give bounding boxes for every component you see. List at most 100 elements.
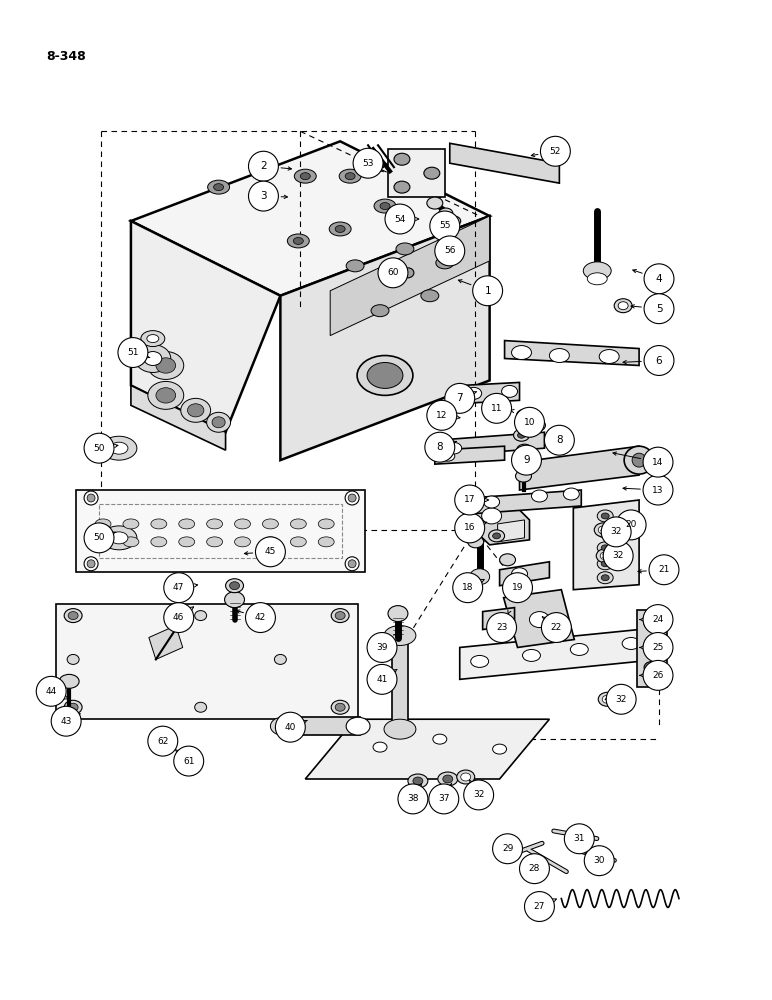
Circle shape <box>601 517 631 547</box>
Ellipse shape <box>384 719 416 739</box>
Circle shape <box>84 523 114 553</box>
Ellipse shape <box>290 537 306 547</box>
Circle shape <box>486 613 516 642</box>
Text: 26: 26 <box>652 671 664 680</box>
Circle shape <box>87 560 95 568</box>
Ellipse shape <box>632 453 646 467</box>
Circle shape <box>249 151 279 181</box>
Ellipse shape <box>262 537 279 547</box>
Circle shape <box>455 485 485 515</box>
Ellipse shape <box>402 268 414 278</box>
Circle shape <box>544 425 574 455</box>
Text: 54: 54 <box>394 215 405 224</box>
Circle shape <box>148 726 178 756</box>
Ellipse shape <box>195 611 207 621</box>
Ellipse shape <box>600 552 610 560</box>
Ellipse shape <box>59 713 79 729</box>
Ellipse shape <box>331 609 349 623</box>
Ellipse shape <box>157 732 174 746</box>
Polygon shape <box>131 385 225 450</box>
Polygon shape <box>437 432 544 456</box>
Text: 19: 19 <box>512 583 523 592</box>
Text: 25: 25 <box>652 643 664 652</box>
Ellipse shape <box>335 612 345 620</box>
Circle shape <box>643 447 673 477</box>
Circle shape <box>435 236 465 266</box>
Circle shape <box>345 557 359 571</box>
Circle shape <box>51 706 81 736</box>
Ellipse shape <box>513 429 530 441</box>
Ellipse shape <box>188 404 204 417</box>
Ellipse shape <box>622 638 640 649</box>
Ellipse shape <box>531 490 547 502</box>
Ellipse shape <box>598 526 608 534</box>
Ellipse shape <box>64 700 82 714</box>
Text: 32: 32 <box>473 790 484 799</box>
Text: 28: 28 <box>529 864 540 873</box>
Text: 30: 30 <box>594 856 605 865</box>
Ellipse shape <box>235 537 250 547</box>
Text: 46: 46 <box>173 613 185 622</box>
Ellipse shape <box>602 695 612 703</box>
Ellipse shape <box>644 618 660 630</box>
Ellipse shape <box>179 519 195 529</box>
Circle shape <box>564 824 594 854</box>
Text: 62: 62 <box>157 737 168 746</box>
Ellipse shape <box>101 436 137 460</box>
Ellipse shape <box>214 184 224 191</box>
Circle shape <box>493 834 523 864</box>
Ellipse shape <box>374 199 396 213</box>
Ellipse shape <box>345 173 355 180</box>
Polygon shape <box>637 610 667 687</box>
Text: 17: 17 <box>464 495 476 504</box>
Ellipse shape <box>421 290 438 302</box>
Circle shape <box>584 846 615 876</box>
Text: 18: 18 <box>462 583 473 592</box>
Ellipse shape <box>270 717 294 735</box>
Ellipse shape <box>648 621 656 627</box>
Polygon shape <box>469 490 581 514</box>
Ellipse shape <box>252 164 273 178</box>
Ellipse shape <box>413 777 423 785</box>
Text: 3: 3 <box>260 191 267 201</box>
Circle shape <box>367 664 397 694</box>
Ellipse shape <box>601 561 609 567</box>
Circle shape <box>452 573 482 603</box>
Polygon shape <box>330 216 489 336</box>
Polygon shape <box>450 143 560 183</box>
Circle shape <box>348 494 356 502</box>
Circle shape <box>249 181 279 211</box>
Circle shape <box>643 475 673 505</box>
Ellipse shape <box>489 530 505 542</box>
Circle shape <box>482 393 512 423</box>
Circle shape <box>643 605 673 635</box>
Ellipse shape <box>293 237 303 244</box>
Text: 55: 55 <box>439 221 451 230</box>
Text: 38: 38 <box>407 794 418 803</box>
Circle shape <box>643 660 673 690</box>
Text: 8: 8 <box>556 435 563 445</box>
Text: 32: 32 <box>612 551 624 560</box>
Text: 37: 37 <box>438 794 449 803</box>
Circle shape <box>616 510 646 540</box>
Ellipse shape <box>517 432 526 438</box>
Ellipse shape <box>491 615 505 625</box>
Ellipse shape <box>207 412 231 432</box>
Ellipse shape <box>135 345 171 372</box>
Text: 16: 16 <box>464 523 476 532</box>
Text: 60: 60 <box>388 268 398 277</box>
Ellipse shape <box>441 451 455 461</box>
Circle shape <box>36 676 66 706</box>
Text: 52: 52 <box>550 147 561 156</box>
Polygon shape <box>99 504 342 558</box>
Ellipse shape <box>587 273 608 285</box>
Ellipse shape <box>594 523 612 537</box>
Ellipse shape <box>468 536 483 548</box>
Ellipse shape <box>550 349 569 362</box>
Ellipse shape <box>427 197 443 209</box>
Circle shape <box>256 537 286 567</box>
Ellipse shape <box>287 234 310 248</box>
Circle shape <box>174 746 204 776</box>
Text: 47: 47 <box>173 583 185 592</box>
Ellipse shape <box>147 335 159 343</box>
